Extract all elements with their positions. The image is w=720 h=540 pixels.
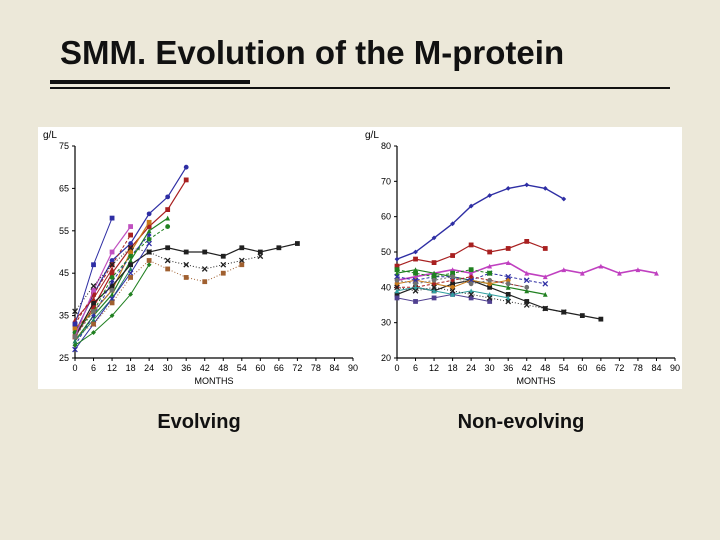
- left-chart-block: g/L 25 35 45 55 65 75 0 6 12 18 24 30 36 42 48 54 60 66 72…: [38, 127, 360, 434]
- svg-text:6: 6: [413, 363, 418, 373]
- svg-text:55: 55: [59, 226, 69, 236]
- svg-text:30: 30: [381, 318, 391, 328]
- svg-text:75: 75: [59, 141, 69, 151]
- svg-text:18: 18: [448, 363, 458, 373]
- svg-text:6: 6: [91, 363, 96, 373]
- title-rule-thick: [50, 80, 250, 84]
- svg-text:MONTHS: MONTHS: [195, 376, 234, 386]
- svg-text:12: 12: [107, 363, 117, 373]
- svg-text:65: 65: [59, 183, 69, 193]
- svg-text:90: 90: [670, 363, 680, 373]
- nonevolving-chart: g/L 20 30 40 50 60 70 80 0 6 12 18 24 30 36 42 48 54 60 66…: [360, 127, 682, 389]
- svg-text:54: 54: [559, 363, 569, 373]
- svg-text:80: 80: [381, 141, 391, 151]
- title-rule-thin: [50, 87, 670, 89]
- svg-text:18: 18: [126, 363, 136, 373]
- svg-text:42: 42: [200, 363, 210, 373]
- svg-text:48: 48: [540, 363, 550, 373]
- svg-text:50: 50: [381, 247, 391, 257]
- charts-row: g/L 253545556575061218243036424854606672…: [20, 127, 700, 434]
- evolving-chart: g/L 25 35 45 55 65 75 0 6 12 18 24 30 36 42 48 54 60 66 72…: [38, 127, 360, 389]
- svg-text:36: 36: [503, 363, 513, 373]
- svg-text:40: 40: [381, 282, 391, 292]
- svg-text:0: 0: [394, 363, 399, 373]
- title-underline: [50, 80, 670, 89]
- svg-text:78: 78: [311, 363, 321, 373]
- svg-text:90: 90: [348, 363, 358, 373]
- svg-text:30: 30: [163, 363, 173, 373]
- svg-text:30: 30: [485, 363, 495, 373]
- svg-text:66: 66: [274, 363, 284, 373]
- svg-text:12: 12: [429, 363, 439, 373]
- svg-text:35: 35: [59, 311, 69, 321]
- svg-text:48: 48: [218, 363, 228, 373]
- title-block: SMM. Evolution of the M-protein: [60, 34, 660, 89]
- svg-text:25: 25: [59, 353, 69, 363]
- svg-text:MONTHS: MONTHS: [517, 376, 556, 386]
- right-caption: Non-evolving: [458, 411, 585, 434]
- svg-text:36: 36: [181, 363, 191, 373]
- svg-text:60: 60: [577, 363, 587, 373]
- svg-text:78: 78: [633, 363, 643, 373]
- svg-text:70: 70: [381, 176, 391, 186]
- right-y-unit: g/L: [365, 130, 379, 141]
- svg-text:20: 20: [381, 353, 391, 363]
- svg-text:66: 66: [596, 363, 606, 373]
- svg-text:0: 0: [72, 363, 77, 373]
- slide-title: SMM. Evolution of the M-protein: [60, 34, 660, 72]
- svg-text:45: 45: [59, 268, 69, 278]
- left-caption: Evolving: [157, 411, 240, 434]
- svg-text:84: 84: [329, 363, 339, 373]
- slide: SMM. Evolution of the M-protein g/L 25 35…: [0, 0, 720, 540]
- svg-text:24: 24: [466, 363, 476, 373]
- svg-text:60: 60: [255, 363, 265, 373]
- svg-text:72: 72: [292, 363, 302, 373]
- right-chart-block: g/L 20 30 40 50 60 70 80 0 6 12 18 24 30 36 42 48 54 60 66…: [360, 127, 682, 434]
- svg-text:60: 60: [381, 212, 391, 222]
- left-y-unit: g/L: [43, 130, 57, 141]
- svg-text:24: 24: [144, 363, 154, 373]
- svg-text:84: 84: [651, 363, 661, 373]
- svg-text:54: 54: [237, 363, 247, 373]
- svg-text:72: 72: [614, 363, 624, 373]
- svg-text:42: 42: [522, 363, 532, 373]
